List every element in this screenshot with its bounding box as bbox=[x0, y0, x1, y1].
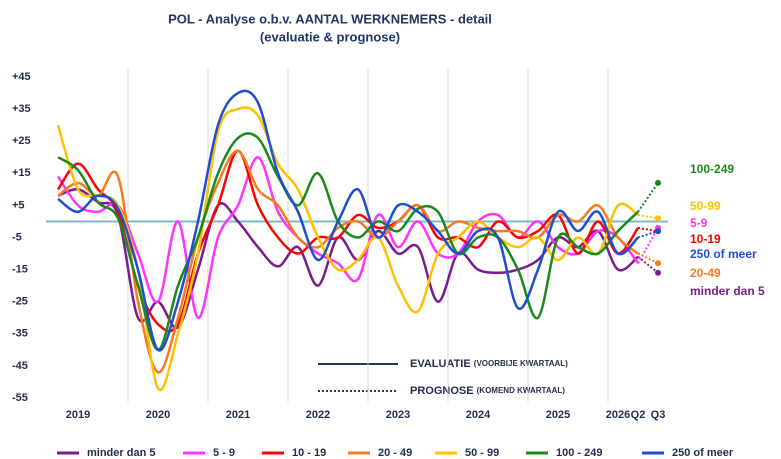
y-tick-label: -25 bbox=[12, 296, 28, 308]
forecast-line bbox=[637, 182, 659, 213]
series-end-label: 10-19 bbox=[690, 232, 721, 246]
series-end-label: 250 of meer bbox=[690, 247, 757, 261]
forecast-point bbox=[655, 260, 661, 267]
forecast-line bbox=[637, 255, 659, 274]
x-year-label: 2024 bbox=[466, 409, 491, 421]
y-tick-label: -15 bbox=[12, 264, 28, 276]
series-line bbox=[56, 106, 639, 392]
series-end-label: 100-249 bbox=[690, 162, 734, 176]
legend-label: 50 - 99 bbox=[465, 447, 499, 459]
forecast-point bbox=[655, 179, 661, 186]
forecast-point bbox=[655, 269, 661, 276]
series-end-label: minder dan 5 bbox=[690, 284, 765, 298]
forecast-line bbox=[637, 227, 659, 264]
x-year-label: 2021 bbox=[226, 409, 250, 421]
x-year-label: 2025 bbox=[546, 409, 570, 421]
series-end-label: 5-9 bbox=[690, 216, 708, 230]
y-tick-label: -5 bbox=[12, 231, 22, 243]
y-tick-label: +15 bbox=[12, 167, 31, 179]
x-tick-label: Q2 bbox=[631, 409, 646, 421]
forecast-point bbox=[655, 228, 661, 235]
y-tick-label: -55 bbox=[12, 392, 28, 404]
annotation-text: PROGNOSE bbox=[410, 385, 474, 397]
forecast-line bbox=[637, 226, 659, 233]
series-line bbox=[57, 188, 639, 330]
series-end-label: 20-49 bbox=[690, 266, 721, 280]
y-tick-label: -45 bbox=[12, 360, 28, 372]
annotation: EVALUATIE (VOORBIJE KWARTAAL) bbox=[410, 358, 568, 370]
legend-label: 5 - 9 bbox=[213, 447, 235, 459]
chart-title: POL - Analyse o.b.v. AANTAL WERKNEMERS -… bbox=[168, 11, 492, 26]
x-year-label: 2019 bbox=[66, 409, 90, 421]
series-line bbox=[56, 149, 640, 333]
legend-label: minder dan 5 bbox=[87, 447, 155, 459]
x-year-label: 2023 bbox=[386, 409, 410, 421]
forecast-line bbox=[637, 230, 659, 239]
chart-subtitle: (evaluatie & prognose) bbox=[260, 29, 400, 44]
series-line bbox=[57, 132, 639, 352]
legend-label: 250 of meer bbox=[672, 447, 734, 459]
legend-label: 10 - 19 bbox=[292, 447, 326, 459]
x-tick-label: Q3 bbox=[651, 409, 666, 421]
y-tick-label: +45 bbox=[12, 71, 31, 83]
annotation-note: (VOORBIJE KWARTAAL) bbox=[474, 359, 568, 368]
y-tick-label: +25 bbox=[12, 135, 31, 147]
forecast-line bbox=[637, 214, 659, 220]
annotation-text: EVALUATIE bbox=[410, 358, 471, 370]
x-tick-label: 2026 bbox=[606, 409, 630, 421]
series-line bbox=[56, 156, 639, 320]
legend-label: 20 - 49 bbox=[378, 447, 412, 459]
forecast-point bbox=[655, 215, 661, 222]
annotation: PROGNOSE (KOMEND KWARTAAL) bbox=[410, 385, 565, 397]
y-tick-label: +5 bbox=[12, 199, 25, 211]
legend-label: 100 - 249 bbox=[556, 447, 602, 459]
x-year-label: 2020 bbox=[146, 409, 170, 421]
y-tick-label: +35 bbox=[12, 103, 31, 115]
x-year-label: 2022 bbox=[306, 409, 330, 421]
series-end-label: 50-99 bbox=[690, 199, 721, 213]
series-line bbox=[57, 89, 639, 352]
annotation-note: (KOMEND KWARTAAL) bbox=[477, 386, 566, 395]
y-tick-label: -35 bbox=[12, 328, 28, 340]
